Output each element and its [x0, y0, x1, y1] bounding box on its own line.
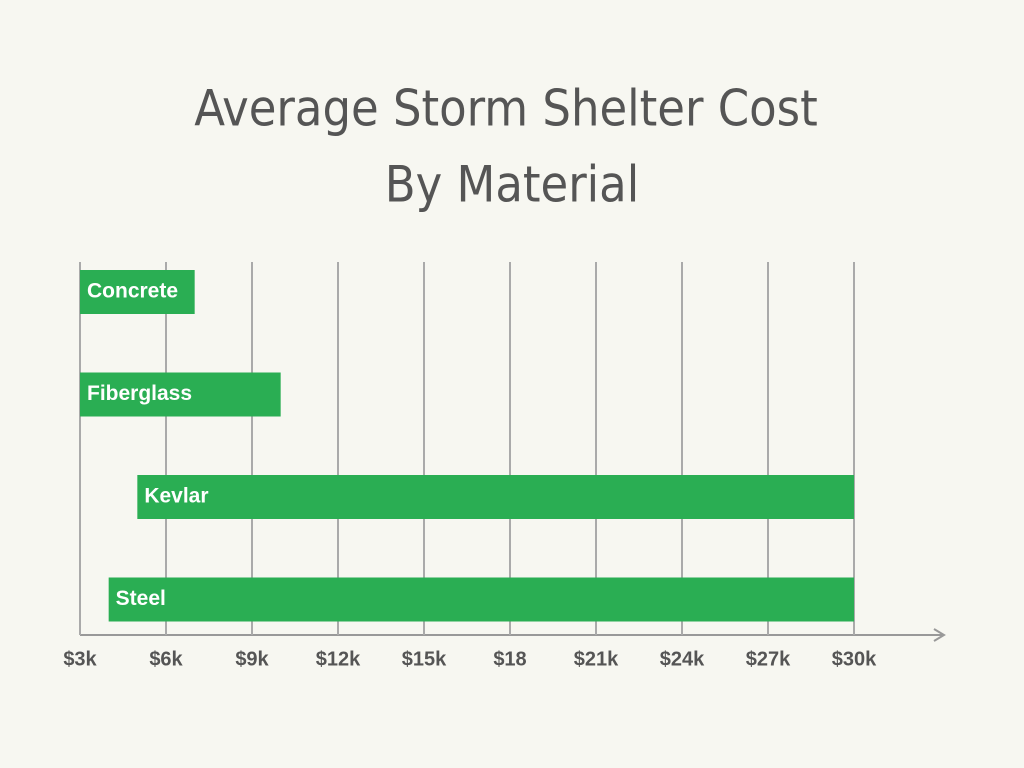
bar	[108, 577, 854, 622]
x-tick-label: $24k	[660, 648, 705, 670]
x-tick-label: $6k	[149, 648, 183, 670]
x-tick-label: $12k	[316, 648, 361, 670]
x-tick-label: $30k	[832, 648, 877, 670]
category-label: Steel	[116, 587, 166, 610]
category-label: Concrete	[87, 280, 178, 303]
chart-title: By Material	[385, 156, 640, 214]
x-tick-label: $18	[493, 648, 526, 670]
axis-arrow	[933, 628, 946, 642]
bar	[137, 475, 855, 519]
x-tick-label: $3k	[63, 648, 97, 670]
bar	[80, 372, 281, 417]
category-label: Kevlar	[144, 485, 208, 508]
chart-title: Average Storm Shelter Cost	[194, 80, 817, 138]
x-tick-label: $21k	[574, 648, 619, 670]
x-tick-label: $9k	[235, 648, 269, 670]
category-label: Fiberglass	[87, 382, 192, 405]
bar	[80, 270, 195, 314]
x-tick-label: $15k	[402, 648, 447, 670]
x-tick-label: $27k	[746, 648, 791, 670]
